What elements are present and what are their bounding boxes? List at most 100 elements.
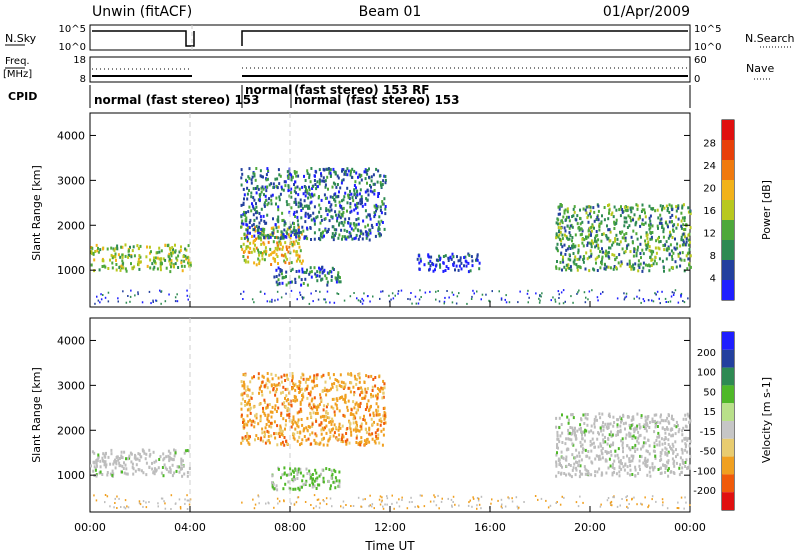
mark — [586, 417, 589, 421]
mark — [316, 408, 319, 412]
mark — [586, 243, 589, 247]
mark — [577, 505, 580, 508]
mark — [281, 402, 284, 406]
mark — [636, 237, 639, 241]
mark — [342, 381, 345, 385]
mark — [346, 173, 349, 177]
mark — [676, 453, 679, 457]
mark — [122, 290, 124, 293]
mark — [669, 215, 672, 219]
mark — [674, 289, 677, 292]
mark — [312, 477, 314, 481]
mark — [287, 473, 290, 477]
mark — [349, 222, 352, 226]
mark — [333, 410, 336, 414]
mark — [369, 231, 372, 235]
mark — [685, 237, 688, 241]
mark — [148, 448, 151, 452]
mark — [357, 217, 360, 221]
mark — [276, 186, 279, 190]
mark — [672, 451, 675, 455]
mark — [358, 440, 361, 444]
mark — [666, 453, 669, 457]
mark — [281, 187, 283, 191]
mark — [631, 473, 634, 476]
mark — [637, 436, 640, 440]
mark — [382, 395, 385, 399]
mark — [601, 257, 604, 261]
mark — [563, 233, 566, 237]
mark — [303, 199, 306, 203]
mark — [679, 456, 682, 460]
mark — [258, 403, 261, 406]
mark — [175, 256, 178, 260]
mark — [294, 382, 297, 386]
mark — [334, 486, 337, 490]
mark — [275, 275, 278, 278]
mark — [612, 496, 614, 499]
mark — [300, 283, 303, 287]
mark — [648, 248, 651, 252]
mark — [280, 380, 283, 384]
mark — [271, 474, 274, 478]
mark — [296, 411, 299, 415]
mark — [682, 300, 684, 302]
mark — [575, 501, 578, 504]
mark — [407, 298, 409, 300]
mark — [598, 222, 601, 226]
mark — [680, 235, 683, 239]
mark — [353, 208, 356, 212]
mark — [654, 292, 656, 295]
mark — [354, 236, 357, 240]
mark — [565, 437, 568, 441]
mark — [250, 209, 253, 213]
mark — [587, 298, 589, 301]
mark — [471, 295, 473, 298]
mark — [313, 438, 316, 442]
mark — [294, 200, 297, 204]
mark — [658, 435, 660, 439]
mark — [333, 431, 336, 435]
mark — [377, 195, 380, 198]
mark — [284, 180, 287, 184]
mark — [687, 210, 690, 214]
mark — [628, 457, 631, 461]
mark — [95, 474, 98, 478]
mark — [115, 268, 118, 272]
mark — [256, 185, 259, 188]
mark — [600, 429, 603, 433]
mark — [299, 249, 302, 253]
mark — [157, 502, 159, 505]
mark — [181, 474, 184, 478]
mark — [321, 270, 324, 274]
xtick-label: 20:00 — [574, 521, 606, 534]
mark — [669, 233, 672, 237]
mark — [666, 468, 669, 472]
mark — [646, 417, 649, 421]
mark — [314, 468, 317, 472]
mark — [556, 247, 559, 251]
mark — [268, 236, 271, 240]
mark — [271, 410, 274, 414]
mark — [270, 372, 273, 376]
mark — [382, 379, 385, 383]
mark — [299, 485, 302, 489]
mark — [148, 245, 151, 249]
mark — [174, 296, 177, 299]
mark — [612, 241, 615, 245]
mark — [332, 406, 335, 410]
mark — [250, 420, 253, 423]
mark — [254, 226, 256, 230]
mark — [683, 216, 686, 220]
mark — [581, 237, 584, 241]
mark — [272, 240, 275, 244]
xtick-label: 12:00 — [374, 521, 406, 534]
mark — [447, 267, 450, 270]
mark — [357, 237, 360, 241]
mark — [600, 221, 603, 225]
mark — [187, 259, 190, 262]
mark — [359, 175, 362, 179]
mark — [611, 433, 614, 437]
mark — [351, 196, 354, 200]
mark — [373, 507, 375, 510]
